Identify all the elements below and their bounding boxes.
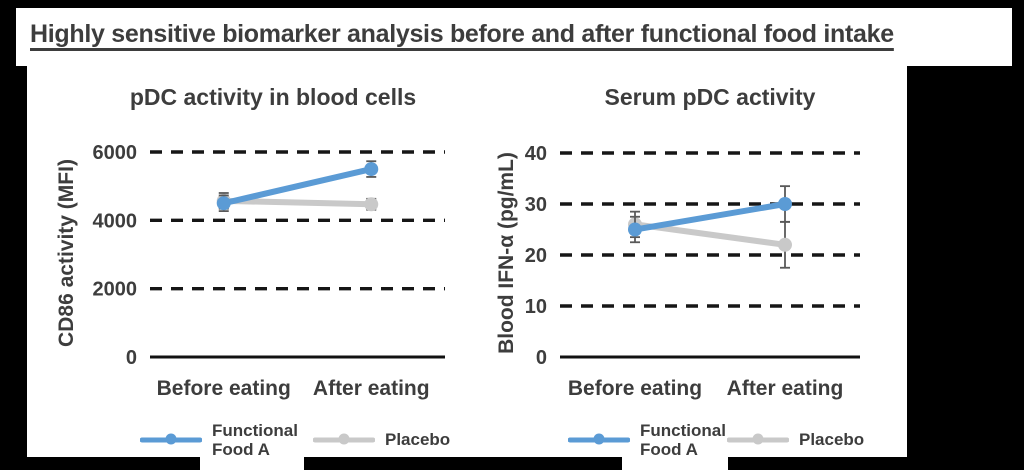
y-tick-label: 0 [536,347,547,369]
functional-food-a-line-marker-icon [140,433,202,445]
legend-label: Functional Food A [640,420,726,459]
data-point [364,197,379,212]
y-tick-label: 4000 [93,210,138,232]
placebo-line-marker-icon [727,433,789,445]
legend-item-functional-food-a: Functional Food A [568,420,734,460]
chart-legend: Functional Food A Placebo [36,420,476,464]
y-tick-label: 6000 [93,142,138,164]
data-point [778,237,792,252]
legend-label: Placebo [799,430,865,450]
data-point [364,162,379,177]
data-point [628,222,642,237]
charts-panel: pDC activity in blood cells CD86 activit… [27,66,907,459]
x-category-label: After eating [313,377,430,400]
y-tick-label: 30 [525,194,547,216]
x-category-label: Before eating [157,377,291,400]
chart-title: Serum pDC activity [604,84,816,110]
chart-pdc-activity-in-blood-cells: pDC activity in blood cells CD86 activit… [36,78,476,459]
legend-item-placebo: Placebo [727,420,864,460]
legend-item-placebo: Placebo [313,420,450,460]
series-line [632,201,788,233]
y-tick-label: 20 [525,245,547,267]
placebo-line-marker-icon [313,433,375,445]
y-tick-label: 0 [126,347,137,369]
legend-item-functional-food-a: Functional Food A [140,420,306,460]
chart-title: pDC activity in blood cells [129,84,417,110]
y-tick-label: 2000 [93,279,138,301]
plot-area: 40 30 20 10 0 Before eating After eating [525,143,860,400]
chart-serum-pdc-activity: Serum pDC activity Blood IFN-α (pg/mL) 4… [495,78,940,459]
series-placebo [628,210,792,269]
y-tick-label: 40 [525,143,547,165]
plot-area: 6000 4000 2000 0 Before eating After eating [93,142,445,400]
data-point [216,196,231,211]
series-functional-food-a [216,160,379,213]
series-functional-food-a [628,185,792,244]
x-category-label: After eating [727,377,844,400]
page-title: Highly sensitive biomarker analysis befo… [30,20,894,48]
data-point [778,197,792,211]
series-line [220,166,375,207]
series-line [220,197,375,208]
functional-food-a-line-marker-icon [568,433,630,445]
chart-legend: Functional Food A Placebo [500,420,940,464]
legend-label: Placebo [385,430,451,450]
x-category-label: Before eating [568,377,702,400]
legend-label: Functional Food A [212,420,298,459]
y-tick-label: 10 [525,296,547,318]
title-bar: Highly sensitive biomarker analysis befo… [16,8,1012,66]
